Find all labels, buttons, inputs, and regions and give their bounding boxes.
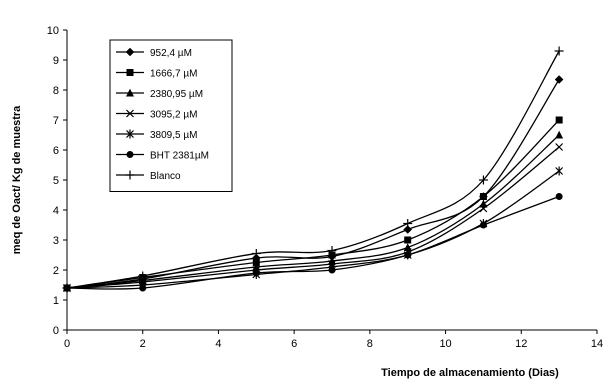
legend-label: 3095,2 µM (150, 110, 197, 121)
y-axis-title: meq de Oact/ Kg de muestra (11, 105, 23, 254)
series-lines (62, 46, 564, 293)
y-tick-label: 0 (53, 325, 59, 337)
x-tick-label: 10 (439, 338, 451, 350)
x-tick-label: 0 (64, 338, 70, 350)
x-tick-label: 8 (367, 338, 373, 350)
data-point (555, 143, 564, 151)
y-tick-label: 5 (53, 175, 59, 187)
marker-stroke (555, 143, 564, 151)
data-point (62, 283, 72, 293)
legend-marker (126, 109, 134, 118)
legend: 952,4 µM 1666,7 µM 2380,95 µM 3095,2 µM 3809… (109, 39, 233, 192)
legend-item: 2380,95 µM (116, 88, 203, 100)
data-point (479, 199, 488, 208)
y-tick-label: 6 (53, 145, 59, 157)
data-point (251, 249, 261, 258)
legend-item: Blanco (116, 170, 181, 182)
data-point (479, 221, 487, 229)
data-point (555, 193, 563, 200)
legend-marker (125, 170, 135, 180)
legend-label: 952,4 µM (150, 48, 192, 59)
y-tick-label: 7 (53, 115, 59, 127)
x-tick-label: 4 (215, 338, 221, 350)
legend-item: 3095,2 µM (116, 110, 197, 121)
legend-item: BHT 2381µM (116, 151, 209, 162)
data-point (478, 175, 488, 185)
data-point (138, 271, 148, 281)
data-point (479, 193, 487, 200)
x-axis-title: Tiempo de almacenamiento (Dias) (381, 367, 559, 379)
data-point (404, 236, 412, 244)
marker-stroke (479, 204, 488, 213)
data-point (403, 219, 413, 228)
x-tick-label: 2 (140, 338, 146, 350)
x-tick-label: 12 (515, 338, 527, 350)
data-point (327, 246, 337, 255)
data-point (403, 225, 413, 234)
data-point (252, 259, 260, 266)
y-tick-label: 9 (53, 55, 59, 67)
legend-item: 952,4 µM (116, 47, 192, 59)
y-tick-label: 4 (53, 205, 59, 217)
x-tick-label: 6 (291, 338, 297, 350)
data-point (252, 269, 260, 277)
x-tick-label: 14 (591, 338, 603, 350)
data-point (555, 116, 563, 124)
data-point (328, 266, 336, 274)
legend-marker (126, 151, 134, 158)
y-tick-label: 3 (53, 235, 59, 247)
legend-label: 3809,5 µM (150, 130, 197, 141)
data-point (554, 75, 564, 84)
y-tick-label: 1 (53, 295, 59, 307)
legend-label: BHT 2381µM (150, 151, 209, 162)
series-6 (63, 193, 563, 292)
legend-marker (126, 129, 134, 139)
legend-marker (125, 47, 135, 57)
legend-item: 3809,5 µM (116, 129, 197, 141)
legend-label: Blanco (150, 171, 181, 182)
legend-box (109, 39, 233, 192)
data-point (555, 130, 564, 139)
data-point (403, 243, 412, 251)
legend-label: 1666,7 µM (150, 69, 197, 80)
y-tick-label: 10 (47, 25, 59, 37)
data-point (404, 251, 412, 259)
legend-marker (126, 69, 134, 76)
marker-stroke (126, 109, 134, 118)
data-point (479, 204, 488, 213)
legend-label: 2380,95 µM (150, 89, 203, 100)
series-7 (62, 46, 564, 293)
data-point (555, 166, 564, 176)
data-point (554, 46, 564, 56)
legend-marker (126, 88, 134, 97)
y-tick-label: 8 (53, 85, 59, 97)
y-tick-label: 2 (53, 265, 59, 277)
data-point (139, 284, 147, 292)
legend-item: 1666,7 µM (116, 69, 197, 80)
